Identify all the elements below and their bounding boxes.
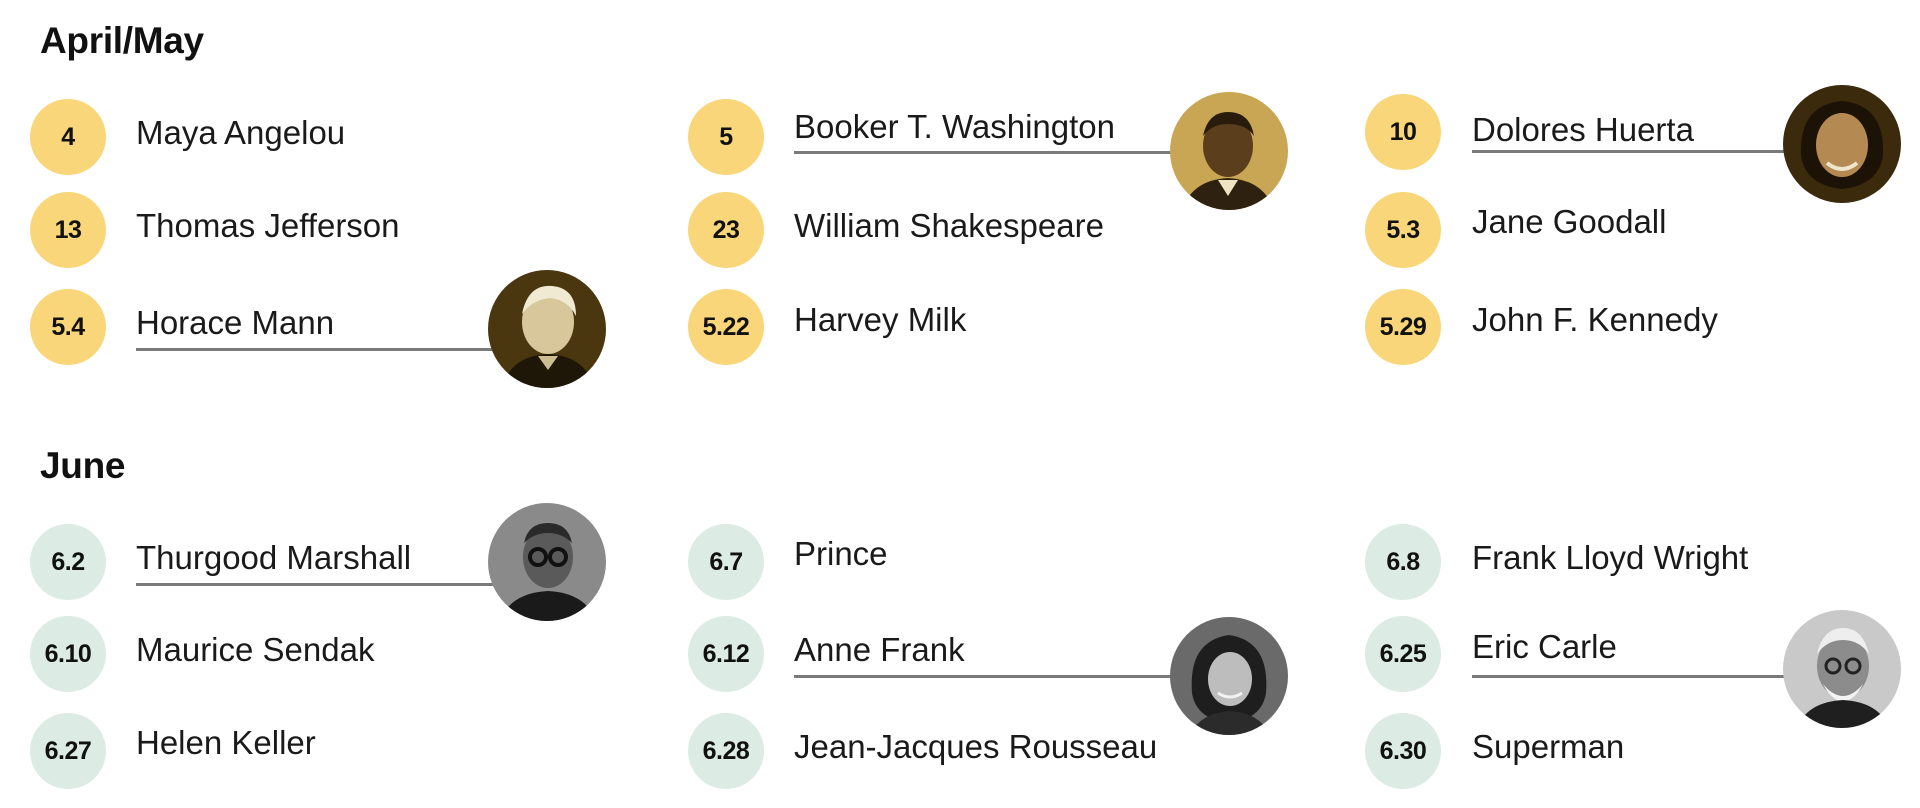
date-badge: 6.27 [30, 713, 106, 789]
person-name: Eric Carle [1472, 628, 1617, 665]
person-name: Prince [794, 535, 888, 572]
date-badge: 5.29 [1365, 289, 1441, 365]
name-underline [1472, 675, 1797, 678]
person-name: Anne Frank [794, 631, 965, 668]
date-badge: 5.3 [1365, 192, 1441, 268]
name-underline [136, 583, 516, 586]
person-name: Horace Mann [136, 304, 335, 341]
list-item-harvey-milk[interactable]: 5.22 Harvey Milk [688, 289, 1248, 369]
person-name: Jane Goodall [1472, 203, 1667, 240]
list-item-jean-jacques-rousseau[interactable]: 6.28 Jean-Jacques Rousseau [688, 713, 1248, 793]
thurgood-marshall-portrait-icon [488, 503, 606, 621]
date-badge: 5.22 [688, 289, 764, 365]
list-item-helen-keller[interactable]: 6.27 Helen Keller [30, 713, 590, 793]
section-title-april-may: April/May [40, 20, 204, 61]
date-badge: 6.2 [30, 524, 106, 600]
date-badge: 6.28 [688, 713, 764, 789]
name-underline [794, 675, 1174, 678]
booker-t-washington-portrait-icon [1170, 92, 1288, 210]
date-badge: 10 [1365, 94, 1441, 170]
person-name: Jean-Jacques Rousseau [794, 728, 1158, 765]
person-name: Maurice Sendak [136, 631, 375, 668]
name-underline [1472, 150, 1797, 153]
person-name: Thurgood Marshall [136, 539, 412, 576]
date-badge: 6.12 [688, 616, 764, 692]
list-item-frank-lloyd-wright[interactable]: 6.8 Frank Lloyd Wright [1365, 524, 1920, 604]
list-item-john-f-kennedy[interactable]: 5.29 John F. Kennedy [1365, 289, 1920, 369]
name-underline [136, 348, 516, 351]
list-item-thurgood-marshall[interactable]: 6.2 Thurgood Marshall [30, 524, 590, 604]
person-name: Superman [1472, 728, 1625, 765]
section-title-june: June [40, 445, 126, 486]
list-item-maya-angelou[interactable]: 4 Maya Angelou [30, 99, 590, 179]
person-name: Helen Keller [136, 724, 316, 761]
list-item-superman[interactable]: 6.30 Superman [1365, 713, 1920, 793]
list-item-jane-goodall[interactable]: 5.3 Jane Goodall [1365, 192, 1920, 272]
person-name: John F. Kennedy [1472, 301, 1718, 338]
anne-frank-portrait-icon [1170, 617, 1288, 735]
person-name: Booker T. Washington [794, 108, 1116, 145]
date-badge: 4 [30, 99, 106, 175]
name-underline [794, 151, 1174, 154]
person-name: Frank Lloyd Wright [1472, 539, 1749, 576]
date-badge: 6.25 [1365, 616, 1441, 692]
person-name: Dolores Huerta [1472, 111, 1694, 148]
date-badge: 5 [688, 99, 764, 175]
dolores-huerta-portrait-icon [1783, 85, 1901, 203]
date-badge: 6.10 [30, 616, 106, 692]
date-badge: 13 [30, 192, 106, 268]
horace-mann-portrait-icon [488, 270, 606, 388]
date-badge: 6.30 [1365, 713, 1441, 789]
person-name: Harvey Milk [794, 301, 967, 338]
person-name: William Shakespeare [794, 207, 1104, 244]
list-item-anne-frank[interactable]: 6.12 Anne Frank [688, 616, 1248, 696]
list-item-thomas-jefferson[interactable]: 13 Thomas Jefferson [30, 192, 590, 272]
list-item-horace-mann[interactable]: 5.4 Horace Mann [30, 289, 590, 369]
date-badge: 6.7 [688, 524, 764, 600]
list-item-booker-t-washington[interactable]: 5 Booker T. Washington [688, 99, 1248, 179]
person-name: Thomas Jefferson [136, 207, 400, 244]
list-item-maurice-sendak[interactable]: 6.10 Maurice Sendak [30, 616, 590, 696]
list-item-prince[interactable]: 6.7 Prince [688, 524, 1248, 604]
person-name: Maya Angelou [136, 114, 346, 151]
date-badge: 23 [688, 192, 764, 268]
list-item-william-shakespeare[interactable]: 23 William Shakespeare [688, 192, 1248, 272]
eric-carle-portrait-icon [1783, 610, 1901, 728]
date-badge: 5.4 [30, 289, 106, 365]
list-item-eric-carle[interactable]: 6.25 Eric Carle [1365, 616, 1920, 696]
list-item-dolores-huerta[interactable]: 10 Dolores Huerta [1365, 94, 1920, 174]
date-badge: 6.8 [1365, 524, 1441, 600]
